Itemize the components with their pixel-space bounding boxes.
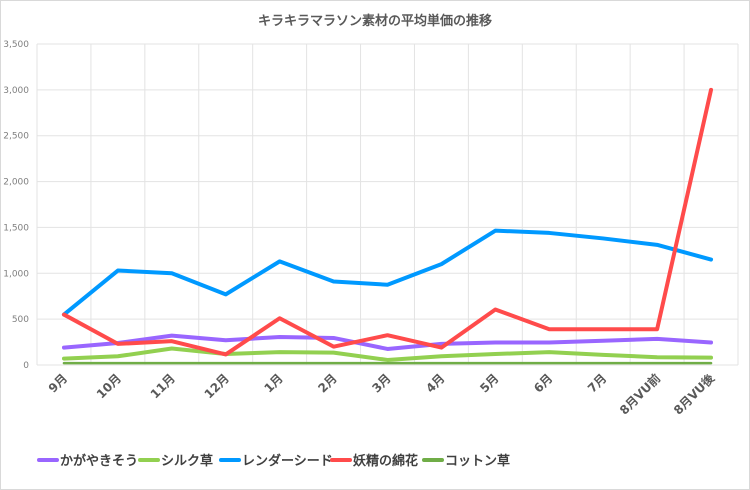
y-tick-label: 3,000: [3, 86, 29, 96]
series-line-3: [61, 87, 714, 357]
y-tick-label: 2,000: [3, 178, 29, 188]
x-tick-label: 5月: [477, 371, 501, 395]
x-tick-label: 8月VU後: [670, 370, 718, 418]
x-tick-label: 8月VU前: [616, 371, 663, 418]
legend-label: かがやきそう: [60, 454, 139, 469]
x-tick-label: 3月: [369, 371, 393, 395]
x-tick-label: 2月: [315, 371, 339, 395]
legend-swatch: [422, 457, 444, 462]
y-tick-label: 500: [12, 315, 29, 325]
legend-swatch: [138, 457, 160, 462]
legend-item: シルク草: [138, 450, 213, 469]
legend-label: シルク草: [161, 454, 214, 469]
x-tick-label: 4月: [423, 371, 447, 395]
legend-item: コットン草: [422, 450, 510, 469]
x-tick-label: 9月: [46, 371, 70, 395]
legend-swatch: [37, 457, 59, 462]
legend: かがやきそう シルク草 レンダーシード 妖精の綿花 コットン草: [0, 450, 750, 469]
series-line-2: [61, 228, 714, 317]
x-tick-label: 1月: [261, 371, 285, 395]
x-tick-label: 6月: [531, 371, 555, 395]
chart-title: キラキラマラソン素材の平均単価の推移: [257, 14, 492, 29]
legend-swatch: [219, 457, 241, 462]
legend-item: かがやきそう: [37, 450, 138, 469]
y-tick-label: 2,500: [3, 132, 29, 142]
y-tick-label: 0: [23, 361, 29, 371]
x-tick-label: 12月: [202, 371, 232, 401]
x-tick-label: 10月: [94, 371, 124, 401]
legend-item: 妖精の綿花: [330, 450, 418, 469]
legend-label: 妖精の綿花: [353, 454, 419, 469]
legend-item: レンダーシード: [219, 450, 333, 469]
y-tick-label: 1,500: [3, 223, 29, 233]
y-tick-label: 3,500: [3, 40, 29, 50]
y-tick-label: 1,000: [3, 269, 29, 279]
x-tick-label: 11月: [148, 371, 178, 401]
legend-label: コットン草: [445, 454, 511, 469]
legend-label: レンダーシード: [242, 454, 333, 469]
legend-swatch: [330, 457, 352, 462]
x-tick-label: 7月: [585, 371, 609, 395]
